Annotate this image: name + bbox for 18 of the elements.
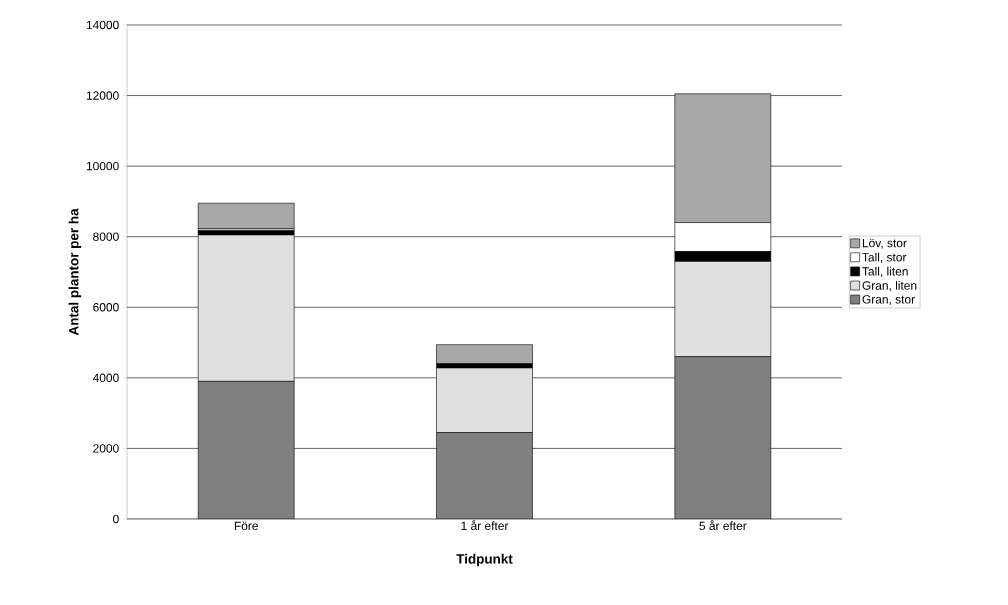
y-tick-label: 0 — [113, 514, 119, 524]
legend-label: Tall, stor — [862, 252, 907, 263]
y-tick-label: 6000 — [93, 303, 119, 312]
x-tick-label: 5 år efter — [699, 520, 747, 531]
x-axis-title: Tidpunkt — [456, 553, 513, 567]
legend-label: Gran, liten — [862, 280, 917, 292]
y-tick-label: 2000 — [93, 444, 119, 453]
y-tick-label: 4000 — [92, 373, 119, 383]
y-tick-label: 14000 — [86, 20, 119, 30]
y-tick-label: 12000 — [86, 91, 119, 100]
x-tick-label: 1 år efter — [461, 520, 509, 531]
legend-label: Tall, liten — [862, 266, 908, 278]
legend-label: Löv, stor — [862, 239, 907, 249]
legend-label: Gran, stor — [862, 295, 915, 306]
y-tick-label: 8000 — [93, 232, 119, 241]
y-axis-title: Antal plantor per ha — [68, 208, 82, 336]
x-tick-label: Före — [234, 521, 258, 531]
y-tick-label: 10000 — [86, 161, 119, 171]
